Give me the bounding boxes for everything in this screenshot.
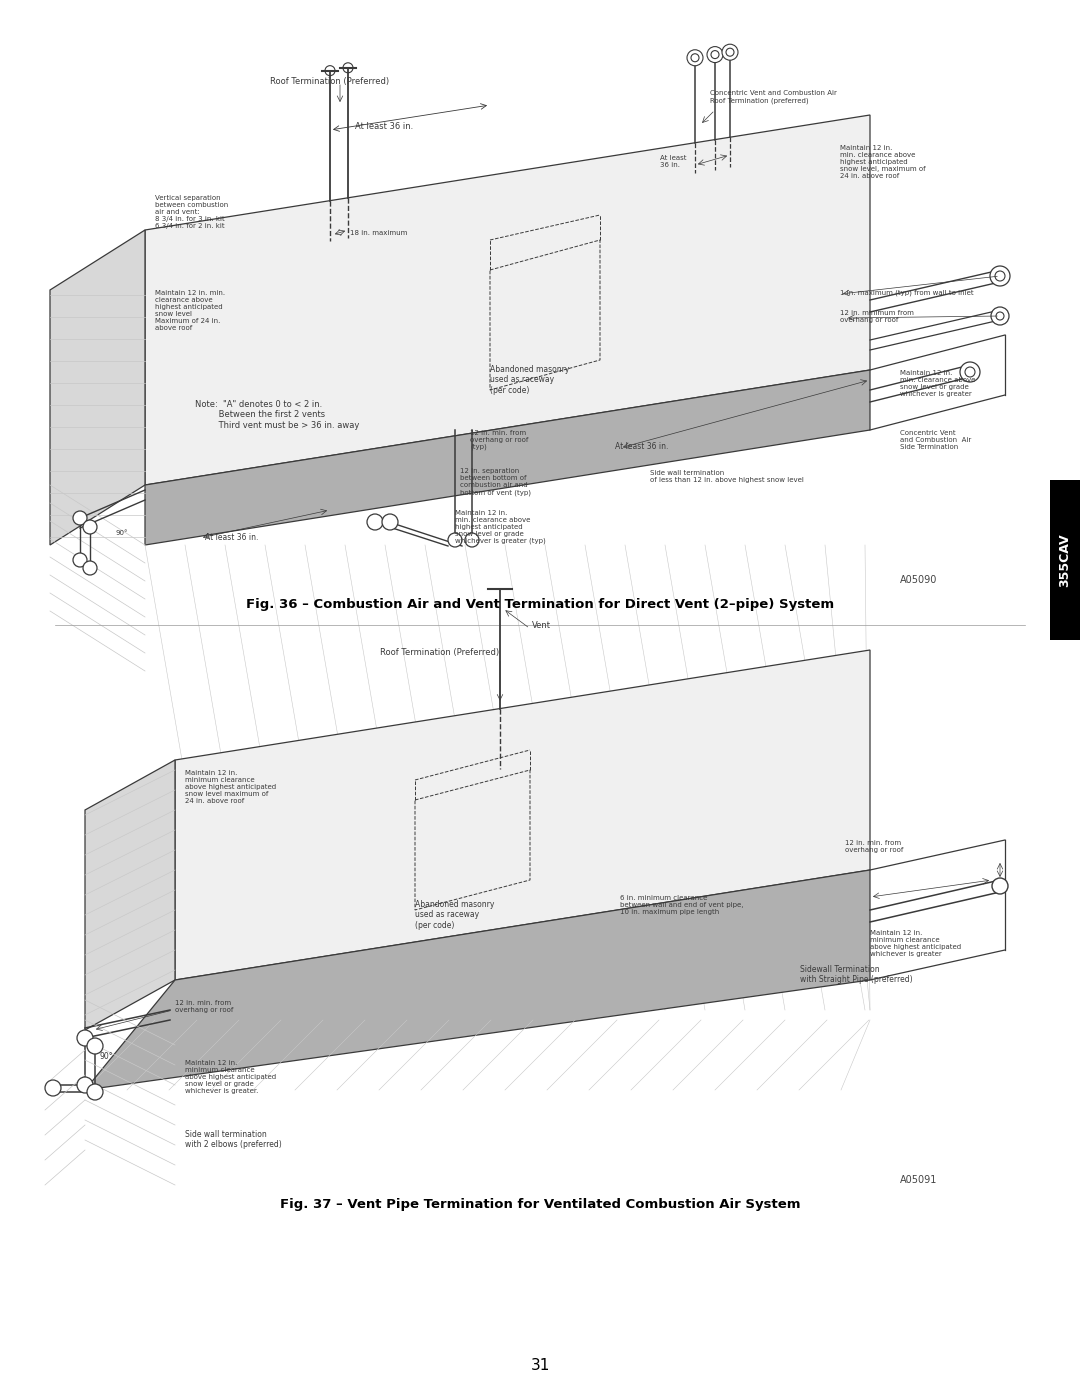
Text: 1 in. maximum (typ) from wall to inlet: 1 in. maximum (typ) from wall to inlet: [840, 291, 974, 296]
Text: At least 36 in.: At least 36 in.: [205, 534, 258, 542]
Text: Maintain 12 in.
min. clearance above
highest anticipated
snow level, maximum of
: Maintain 12 in. min. clearance above hig…: [840, 145, 926, 179]
Text: 12 in. min. from
overhang or roof
(typ): 12 in. min. from overhang or roof (typ): [470, 430, 528, 450]
Text: Concentric Vent and Combustion Air
Roof Termination (preferred): Concentric Vent and Combustion Air Roof …: [710, 89, 837, 103]
Text: Abandoned masonry
used as raceway
(per code): Abandoned masonry used as raceway (per c…: [490, 365, 569, 395]
Text: Concentric Vent
and Combustion  Air
Side Termination: Concentric Vent and Combustion Air Side …: [900, 430, 971, 450]
Text: 90°: 90°: [114, 529, 127, 536]
Polygon shape: [175, 650, 870, 981]
Circle shape: [367, 514, 383, 529]
Circle shape: [87, 1038, 103, 1053]
Text: Maintain 12 in. min.
clearance above
highest anticipated
snow level
Maximum of 2: Maintain 12 in. min. clearance above hig…: [156, 291, 225, 331]
Text: At least 36 in.: At least 36 in.: [355, 122, 414, 131]
Circle shape: [83, 520, 97, 534]
Text: Note:  "A" denotes 0 to < 2 in.
         Between the first 2 vents
         Thir: Note: "A" denotes 0 to < 2 in. Between t…: [195, 400, 360, 430]
Text: Side wall termination
of less than 12 in. above highest snow level: Side wall termination of less than 12 in…: [650, 469, 804, 483]
Text: Maintain 12 in.
minimum clearance
above highest anticipated
snow level or grade
: Maintain 12 in. minimum clearance above …: [185, 1060, 276, 1094]
Circle shape: [83, 562, 97, 576]
Text: 6 in. minimum clearance
between wall and end of vent pipe,
10 in. maximum pipe l: 6 in. minimum clearance between wall and…: [620, 895, 743, 915]
Text: Maintain 12 in.
min. clearance above
snow level or grade
whichever is greater: Maintain 12 in. min. clearance above sno…: [900, 370, 975, 397]
Text: Side wall termination
with 2 elbows (preferred): Side wall termination with 2 elbows (pre…: [185, 1130, 282, 1150]
Text: 18 in. maximum: 18 in. maximum: [350, 231, 407, 236]
Circle shape: [448, 534, 462, 548]
Circle shape: [991, 307, 1009, 326]
Text: Maintain 12 in.
minimum clearance
above highest anticipated
whichever is greater: Maintain 12 in. minimum clearance above …: [870, 930, 961, 957]
Text: Abandoned masonry
used as raceway
(per code): Abandoned masonry used as raceway (per c…: [415, 900, 495, 930]
Text: Maintain 12 in.
minimum clearance
above highest anticipated
snow level maximum o: Maintain 12 in. minimum clearance above …: [185, 770, 276, 805]
Circle shape: [723, 45, 738, 60]
Polygon shape: [1050, 481, 1080, 640]
Circle shape: [960, 362, 980, 381]
Circle shape: [990, 265, 1010, 286]
Polygon shape: [145, 115, 870, 485]
Circle shape: [87, 1084, 103, 1099]
Text: 31: 31: [530, 1358, 550, 1373]
Circle shape: [382, 514, 399, 529]
Polygon shape: [85, 870, 870, 1090]
Text: Fig. 36 – Combustion Air and Vent Termination for Direct Vent (2–pipe) System: Fig. 36 – Combustion Air and Vent Termin…: [246, 598, 834, 610]
Text: Vent: Vent: [532, 620, 551, 630]
Text: At least
36 in.: At least 36 in.: [660, 155, 687, 168]
Text: Fig. 37 – Vent Pipe Termination for Ventilated Combustion Air System: Fig. 37 – Vent Pipe Termination for Vent…: [280, 1199, 800, 1211]
Text: A05090: A05090: [900, 576, 937, 585]
Text: Roof Termination (Preferred): Roof Termination (Preferred): [270, 77, 389, 87]
Text: 12 in. min. from
overhang or roof: 12 in. min. from overhang or roof: [175, 1000, 233, 1013]
Circle shape: [73, 511, 87, 525]
Text: 12 in. minimum from
overhang or roof: 12 in. minimum from overhang or roof: [840, 310, 914, 323]
Polygon shape: [85, 760, 175, 1030]
Circle shape: [707, 46, 723, 63]
Circle shape: [45, 1080, 60, 1097]
Text: Sidewall Termination
with Straight Pipe (preferred): Sidewall Termination with Straight Pipe …: [800, 965, 913, 985]
Polygon shape: [50, 231, 145, 545]
Text: At least 36 in.: At least 36 in.: [615, 441, 669, 451]
Text: A05091: A05091: [900, 1175, 937, 1185]
Text: 12 in. min. from
overhang or roof: 12 in. min. from overhang or roof: [845, 840, 903, 854]
Text: Vertical separation
between combustion
air and vent:
8 3/4 in. for 3 in. kit
6 3: Vertical separation between combustion a…: [156, 196, 228, 229]
Polygon shape: [145, 370, 870, 545]
Circle shape: [77, 1077, 93, 1092]
Circle shape: [465, 534, 480, 548]
Circle shape: [687, 50, 703, 66]
Circle shape: [73, 553, 87, 567]
Text: 90°: 90°: [100, 1052, 113, 1060]
Text: 355CAV: 355CAV: [1058, 534, 1071, 587]
Text: Maintain 12 in.
min. clearance above
highest anticipated
snow level or grade
whi: Maintain 12 in. min. clearance above hig…: [455, 510, 545, 545]
Circle shape: [993, 877, 1008, 894]
Text: Roof Termination (Preferred): Roof Termination (Preferred): [380, 648, 499, 657]
Circle shape: [77, 1030, 93, 1046]
Text: 12 in. separation
between bottom of
combustion air and
bottom of vent (typ): 12 in. separation between bottom of comb…: [460, 468, 531, 496]
